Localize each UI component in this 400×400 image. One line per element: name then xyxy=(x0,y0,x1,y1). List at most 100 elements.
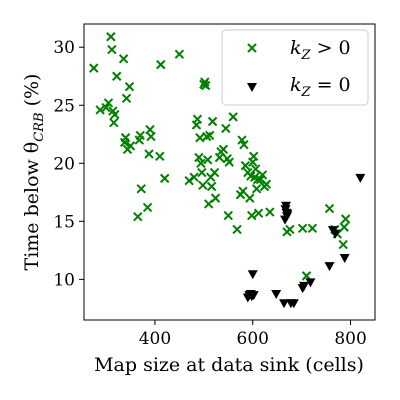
data-point-x-marker xyxy=(221,123,231,134)
legend: kZ > 0 kZ = 0 xyxy=(221,29,369,106)
data-point-triangle-marker xyxy=(355,173,366,183)
data-point-triangle-marker xyxy=(280,201,291,211)
data-point-triangle-marker xyxy=(248,291,259,301)
data-point-x-marker xyxy=(218,144,229,155)
y-axis-label-subscript: CRB xyxy=(32,112,47,141)
data-point-triangle-marker xyxy=(247,270,258,280)
data-point-x-marker xyxy=(174,49,185,59)
data-point-x-marker xyxy=(285,224,295,235)
data-point-x-marker xyxy=(135,130,145,141)
y-axis-label-main: Time below θ xyxy=(21,142,43,271)
data-point-triangle-marker xyxy=(282,209,293,219)
y-tick-label: 30 xyxy=(53,38,75,58)
data-point-x-marker xyxy=(223,210,233,221)
plot-frame xyxy=(83,23,376,321)
data-point-x-marker xyxy=(109,117,119,128)
data-point-x-marker xyxy=(198,180,208,191)
data-point-x-marker xyxy=(95,105,105,115)
data-point-x-marker xyxy=(192,114,203,124)
data-point-x-marker xyxy=(120,133,131,143)
data-point-x-marker xyxy=(194,152,204,163)
x-axis-label: Map size at data sink (cells) xyxy=(94,354,364,376)
data-point-triangle-marker xyxy=(279,299,290,309)
data-point-x-marker xyxy=(124,81,135,92)
data-point-x-marker xyxy=(339,222,349,232)
data-point-x-marker xyxy=(156,59,166,70)
legend-marker-kz-positive xyxy=(247,43,257,53)
data-point-x-marker xyxy=(247,210,257,221)
data-point-triangle-marker xyxy=(271,289,282,299)
data-point-x-marker xyxy=(297,223,308,234)
data-point-x-marker xyxy=(107,44,117,55)
legend-marker-kz-zero xyxy=(247,83,257,92)
x-tick-label: 600 xyxy=(237,329,269,349)
data-point-x-marker xyxy=(206,181,217,192)
x-tick-label: 400 xyxy=(139,329,171,349)
data-point-x-marker xyxy=(209,167,220,178)
data-point-x-marker xyxy=(189,172,199,182)
legend-box xyxy=(221,29,369,106)
data-point-x-marker xyxy=(101,102,111,113)
legend-label-kz-positive: kZ > 0 xyxy=(290,37,351,63)
data-point-x-marker xyxy=(257,170,268,180)
x-tick-label: 800 xyxy=(334,329,366,349)
data-point-x-marker xyxy=(210,193,221,203)
y-tick-label: 20 xyxy=(53,154,75,174)
data-point-x-marker xyxy=(118,54,129,64)
data-point-x-marker xyxy=(112,71,122,81)
data-point-x-marker xyxy=(196,158,206,169)
data-point-x-marker xyxy=(106,32,116,42)
legend-label-kz-zero: kZ = 0 xyxy=(290,74,351,100)
data-point-x-marker xyxy=(125,141,136,151)
data-point-x-marker xyxy=(203,155,213,165)
data-point-x-marker xyxy=(204,130,215,141)
y-axis-label-unit: (%) xyxy=(21,74,43,113)
data-point-triangle-marker xyxy=(305,278,316,288)
data-points xyxy=(89,32,366,309)
data-point-x-marker xyxy=(195,133,205,143)
y-tick-label: 25 xyxy=(53,96,75,116)
data-point-x-marker xyxy=(240,160,251,171)
data-point-x-marker xyxy=(159,173,170,184)
data-point-x-marker xyxy=(133,211,143,222)
series-kz-zero xyxy=(242,173,366,309)
data-point-x-marker xyxy=(253,208,264,218)
data-point-x-marker xyxy=(340,214,351,224)
data-point-x-marker xyxy=(324,203,335,214)
data-point-x-marker xyxy=(136,184,146,194)
data-point-x-marker xyxy=(103,98,114,108)
data-point-triangle-marker xyxy=(339,253,350,263)
data-point-x-marker xyxy=(228,112,238,122)
data-point-x-marker xyxy=(224,157,234,167)
y-axis-label: Time below θCRB (%) xyxy=(21,74,47,271)
data-point-triangle-marker xyxy=(330,229,341,239)
data-point-x-marker xyxy=(232,224,242,235)
data-point-x-marker xyxy=(121,93,132,103)
series-kz-positive xyxy=(89,32,351,281)
data-point-x-marker xyxy=(144,149,154,159)
data-point-x-marker xyxy=(197,167,207,178)
data-point-x-marker xyxy=(207,116,218,127)
data-point-x-marker xyxy=(251,184,262,194)
data-point-triangle-marker xyxy=(288,299,299,309)
data-point-x-marker xyxy=(146,131,156,142)
data-point-x-marker xyxy=(142,202,153,213)
data-point-x-marker xyxy=(239,140,249,150)
data-point-x-marker xyxy=(155,151,165,162)
y-tick-label: 10 xyxy=(53,270,75,290)
data-point-triangle-marker xyxy=(324,262,335,272)
data-point-x-marker xyxy=(249,151,259,162)
data-point-triangle-marker xyxy=(299,281,310,291)
data-point-x-marker xyxy=(265,207,275,217)
data-point-x-marker xyxy=(89,63,99,73)
data-point-x-marker xyxy=(201,80,211,91)
data-point-x-marker xyxy=(245,193,255,203)
x-axis: 400 600 800 xyxy=(139,320,367,349)
data-point-x-marker xyxy=(110,109,120,120)
data-point-x-marker xyxy=(307,223,318,234)
data-point-x-marker xyxy=(238,186,248,196)
y-axis: 10 15 20 25 30 xyxy=(53,38,84,290)
data-point-x-marker xyxy=(261,179,272,189)
data-point-x-marker xyxy=(338,239,348,250)
